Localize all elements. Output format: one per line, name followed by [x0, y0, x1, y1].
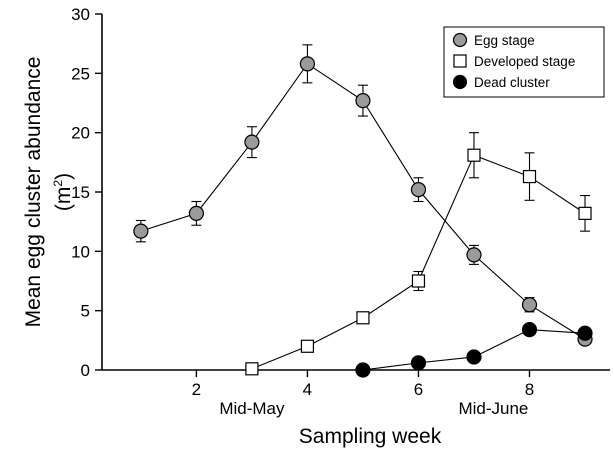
y-tick-label-15: 15	[71, 183, 90, 202]
y-axis-unit-close: )	[52, 173, 75, 180]
x-tick-label-6: 6	[414, 380, 423, 399]
data-point-egg-stage-5	[410, 182, 427, 198]
data-point-developed-stage-3	[411, 274, 426, 288]
y-tick-label-30: 30	[71, 5, 90, 24]
x-tick-label-2: 2	[192, 380, 201, 399]
data-point-developed-stage-1	[300, 339, 315, 353]
y-tick-label-25: 25	[71, 64, 90, 83]
y-axis-unit-superscript: 2	[51, 180, 65, 187]
data-point-egg-stage-3	[299, 56, 316, 72]
data-point-egg-stage-4	[355, 93, 371, 109]
y-axis-unit-open: (m	[52, 187, 75, 212]
legend-label-developed-stage: Developed stage	[474, 54, 575, 69]
data-point-egg-stage-6	[466, 247, 482, 263]
series-dead-cluster	[355, 322, 593, 378]
series-developed-stage	[245, 132, 592, 376]
data-point-developed-stage-4	[467, 148, 481, 162]
legend: Egg stage Developed stage Dead cluster	[443, 26, 605, 98]
data-point-dead-cluster-2	[466, 349, 482, 365]
y-axis-title-line2: (m2)	[51, 173, 75, 211]
data-point-developed-stage-6	[578, 206, 592, 220]
y-tick-label-5: 5	[81, 302, 90, 321]
y-tick-label-10: 10	[71, 242, 90, 261]
annotation-mid-may: Mid-May	[219, 399, 285, 418]
data-point-developed-stage-0	[245, 362, 259, 376]
tick-layer: 0 5 10 15 20 25 30 2 4 6 8	[71, 5, 534, 399]
y-axis-title: Mean egg cluster abundance (m2)	[22, 57, 75, 328]
legend-marker-developed-stage	[453, 54, 467, 68]
data-point-dead-cluster-1	[410, 355, 427, 371]
data-point-egg-stage-7	[521, 297, 538, 313]
y-axis-title-line1: Mean egg cluster abundance	[22, 57, 45, 328]
data-point-dead-cluster-3	[521, 322, 538, 338]
series-egg-stage	[133, 44, 593, 347]
legend-box	[443, 26, 605, 98]
data-point-dead-cluster-4	[577, 325, 593, 341]
data-point-developed-stage-5	[522, 169, 537, 184]
y-tick-label-0: 0	[81, 361, 90, 380]
series-layer	[133, 44, 593, 378]
x-tick-label-8: 8	[525, 380, 534, 399]
legend-marker-dead-cluster	[452, 74, 468, 90]
data-point-egg-stage-1	[188, 205, 204, 221]
y-tick-label-20: 20	[71, 124, 90, 143]
legend-marker-egg-stage	[452, 32, 468, 48]
data-point-developed-stage-2	[356, 311, 370, 325]
annotation-mid-june: Mid-June	[458, 399, 528, 418]
legend-label-dead-cluster: Dead cluster	[474, 75, 550, 90]
x-axis-title: Sampling week	[299, 425, 442, 448]
data-point-dead-cluster-0	[355, 362, 371, 378]
data-point-egg-stage-0	[133, 223, 149, 239]
x-tick-label-4: 4	[303, 380, 312, 399]
legend-label-egg-stage: Egg stage	[474, 33, 535, 48]
data-point-egg-stage-2	[244, 134, 260, 150]
